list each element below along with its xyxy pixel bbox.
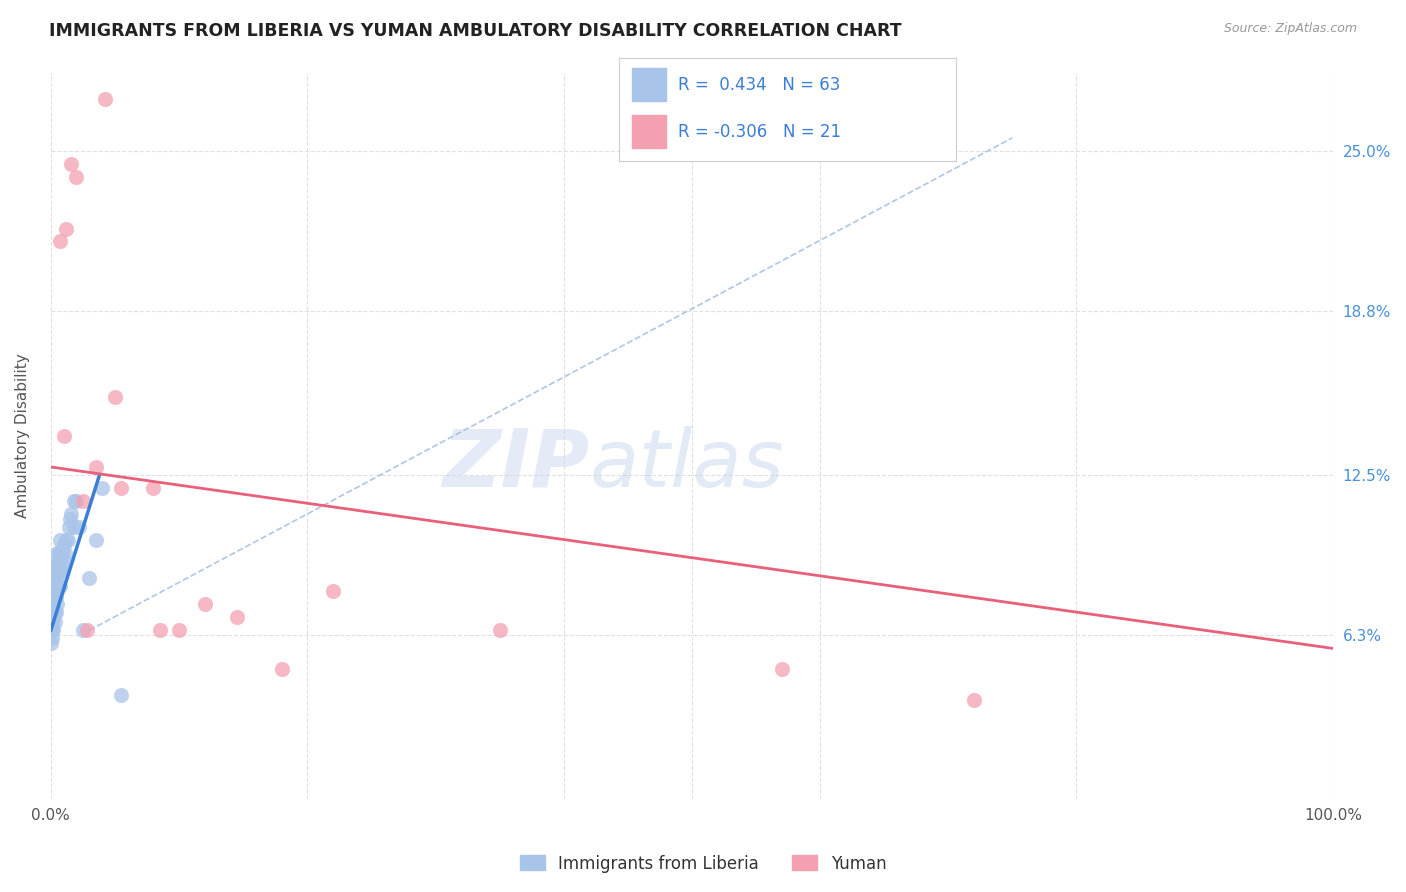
Point <box>55 533 77 547</box>
Point <box>167 624 190 638</box>
Point <box>44 590 66 604</box>
Bar <box>633 115 666 148</box>
Point <box>39 605 62 619</box>
Point <box>104 390 127 404</box>
Point <box>48 564 70 578</box>
Point <box>53 545 76 559</box>
Point <box>45 590 67 604</box>
Legend: Immigrants from Liberia, Yuman: Immigrants from Liberia, Yuman <box>513 848 893 880</box>
Point <box>51 558 73 573</box>
Point <box>39 615 62 630</box>
Point <box>49 564 72 578</box>
Point <box>39 598 62 612</box>
Point <box>41 605 63 619</box>
Point <box>44 564 66 578</box>
Point <box>72 493 94 508</box>
Text: IMMIGRANTS FROM LIBERIA VS YUMAN AMBULATORY DISABILITY CORRELATION CHART: IMMIGRANTS FROM LIBERIA VS YUMAN AMBULAT… <box>49 22 901 40</box>
Point <box>52 538 75 552</box>
Point <box>52 429 75 443</box>
Point <box>270 662 292 676</box>
Point <box>65 169 87 184</box>
Point <box>39 624 62 638</box>
Point <box>60 157 83 171</box>
Point <box>72 624 94 638</box>
Point <box>41 569 63 583</box>
Point <box>41 624 63 638</box>
Point <box>56 533 79 547</box>
Point <box>42 610 65 624</box>
Point <box>110 481 132 495</box>
Point <box>46 584 69 599</box>
Bar <box>633 69 666 101</box>
Point <box>67 519 90 533</box>
Text: ZIP: ZIP <box>441 425 589 504</box>
Text: atlas: atlas <box>589 425 785 504</box>
Point <box>110 688 132 702</box>
Point <box>84 460 107 475</box>
Point <box>42 598 65 612</box>
Point <box>49 550 72 565</box>
Point <box>51 545 73 559</box>
Point <box>45 579 67 593</box>
Point <box>58 519 80 533</box>
Text: Source: ZipAtlas.com: Source: ZipAtlas.com <box>1223 22 1357 36</box>
Point <box>41 598 63 612</box>
Point <box>91 481 114 495</box>
Point <box>42 584 65 599</box>
Point <box>41 631 63 645</box>
Point <box>42 558 65 573</box>
Point <box>49 579 72 593</box>
Point <box>770 662 793 676</box>
Point <box>63 493 86 508</box>
Point <box>41 590 63 604</box>
Point <box>46 571 69 585</box>
Point <box>488 624 510 638</box>
Point <box>84 533 107 547</box>
Point <box>46 598 69 612</box>
Point <box>79 571 101 585</box>
Point <box>44 615 66 630</box>
Point <box>39 590 62 604</box>
Point <box>41 615 63 630</box>
Point <box>49 564 72 578</box>
Point <box>65 493 87 508</box>
Point <box>45 558 67 573</box>
Point <box>42 624 65 638</box>
Point <box>39 610 62 624</box>
Point <box>44 579 66 593</box>
Point <box>93 92 115 106</box>
Point <box>63 519 86 533</box>
Point <box>225 610 247 624</box>
Point <box>60 507 83 521</box>
Point <box>49 533 72 547</box>
Point <box>41 579 63 593</box>
Point <box>322 584 344 599</box>
Point <box>39 636 62 650</box>
Point <box>49 235 72 249</box>
Point <box>48 579 70 593</box>
Point <box>55 221 77 235</box>
Point <box>44 605 66 619</box>
Point <box>46 545 69 559</box>
Point <box>194 598 217 612</box>
Point <box>963 693 986 707</box>
Point <box>42 571 65 585</box>
Point <box>59 512 82 526</box>
Point <box>46 558 69 573</box>
Point <box>52 553 75 567</box>
Y-axis label: Ambulatory Disability: Ambulatory Disability <box>15 353 30 518</box>
Point <box>76 624 98 638</box>
Text: R = -0.306   N = 21: R = -0.306 N = 21 <box>678 123 841 141</box>
Point <box>149 624 172 638</box>
Point <box>142 481 165 495</box>
Text: R =  0.434   N = 63: R = 0.434 N = 63 <box>678 76 839 94</box>
Point <box>48 545 70 559</box>
Point <box>45 605 67 619</box>
Point <box>49 545 72 559</box>
